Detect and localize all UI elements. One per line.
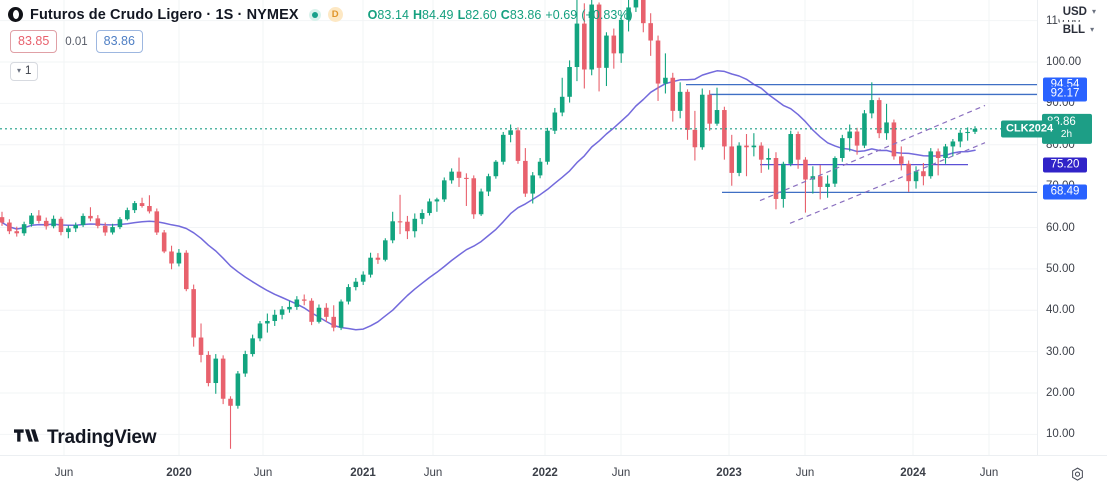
time-tick-jun-4: Jun (423, 467, 443, 479)
grid-lines (0, 0, 1037, 455)
chevron-down-icon: ▾ (1091, 7, 1096, 16)
ohlc-low-label: L (457, 7, 466, 22)
time-tick-jun-8: Jun (795, 467, 815, 479)
support-level-68-49[interactable]: 68.49 (1043, 184, 1087, 200)
price-tick-10-00: 10.00 (1046, 428, 1075, 441)
ohlc-change-percent: (+0.83%) (581, 7, 633, 22)
price-tick-100-00: 100.00 (1046, 56, 1082, 69)
price-currency-label: USD (1062, 6, 1087, 18)
moving-average-line (1, 70, 976, 331)
ohlc-change: +0.69 (545, 7, 578, 22)
lot-size-value: 1 (25, 65, 32, 77)
ohlc-open-label: O (367, 7, 378, 22)
time-scale[interactable]: Jun 2020 Jun 2021 Jun 2022 Jun 2023 Jun 2024 Jun (0, 455, 1107, 494)
time-tick-jun-2: Jun (253, 467, 273, 479)
time-tick-2022-5: 2022 (532, 467, 558, 479)
price-currency-selector[interactable]: USD ▾ (1057, 4, 1101, 20)
time-tick-2021-3: 2021 (350, 467, 376, 479)
price-scale[interactable]: 110.00100.0090.0080.0070.0060.0050.0040.… (1037, 0, 1107, 455)
tradingview-watermark: TradingView (14, 427, 157, 449)
unit-selector[interactable]: BLL ▾ (1057, 22, 1101, 38)
support-level-75-20[interactable]: 75.20 (1043, 157, 1087, 173)
price-tick-40-00: 40.00 (1046, 304, 1075, 317)
spread-value: 0.01 (65, 35, 88, 48)
quote-row: 83.85 0.01 83.86 (10, 30, 143, 53)
candlestick-chart (0, 0, 1037, 455)
trend-channel-lines (759, 104, 986, 224)
ohlc-low-value: 82.60 (465, 7, 497, 22)
ohlc-values: O83.14 H84.49 L82.60 C83.86 +0.69 (+0.83%) (368, 8, 633, 22)
price-tick-50-00: 50.00 (1046, 262, 1075, 275)
lot-size-row: ▾ 1 (10, 62, 39, 81)
tradingview-wordmark: TradingView (47, 427, 157, 448)
ohlc-open-value: 83.14 (377, 7, 409, 22)
lot-size-selector[interactable]: ▾ 1 (10, 62, 39, 81)
time-tick-jun-10: Jun (979, 467, 999, 479)
ohlc-high-value: 84.49 (422, 7, 454, 22)
time-tick-2020-1: 2020 (166, 467, 192, 479)
tradingview-logo-icon (14, 427, 40, 449)
candle-series (0, 0, 978, 449)
price-tick-30-00: 30.00 (1046, 345, 1075, 358)
time-tick-jun-6: Jun (611, 467, 631, 479)
currency-controls: USD ▾ BLL ▾ (1057, 4, 1101, 38)
unit-label: BLL (1062, 24, 1086, 36)
oil-drop-icon (8, 7, 23, 22)
page-title[interactable]: Futuros de Crudo Ligero · 1S · NYMEX (30, 6, 299, 23)
chevron-down-icon: ▾ (1090, 25, 1095, 34)
ask-price-box[interactable]: 83.86 (95, 30, 143, 53)
ohlc-high-label: H (412, 7, 423, 22)
price-tick-60-00: 60.00 (1046, 221, 1075, 234)
bid-price-box[interactable]: 83.85 (10, 30, 58, 53)
time-tick-jun-0: Jun (54, 467, 74, 479)
chevron-down-icon: ▾ (17, 66, 22, 75)
ohlc-close-value: 83.86 (509, 7, 542, 22)
market-open-dot[interactable] (308, 8, 321, 21)
interval-badge[interactable]: D (327, 7, 343, 22)
bar-countdown: 4d 2h (1047, 129, 1073, 141)
chart-plot-area[interactable] (0, 0, 1037, 455)
ohlc-close-label: C (500, 7, 510, 22)
time-tick-2023-7: 2023 (716, 467, 742, 479)
resistance-level-92-17[interactable]: 92.17 (1043, 86, 1087, 102)
time-tick-2024-9: 2024 (900, 467, 926, 479)
horizontal-levels (686, 83, 1037, 194)
contract-ticker-tag[interactable]: CLK2024 (1001, 120, 1059, 138)
price-tick-20-00: 20.00 (1046, 386, 1075, 399)
chart-legend: Futuros de Crudo Ligero · 1S · NYMEX D O… (8, 5, 633, 24)
chart-settings-icon[interactable] (1070, 467, 1085, 482)
